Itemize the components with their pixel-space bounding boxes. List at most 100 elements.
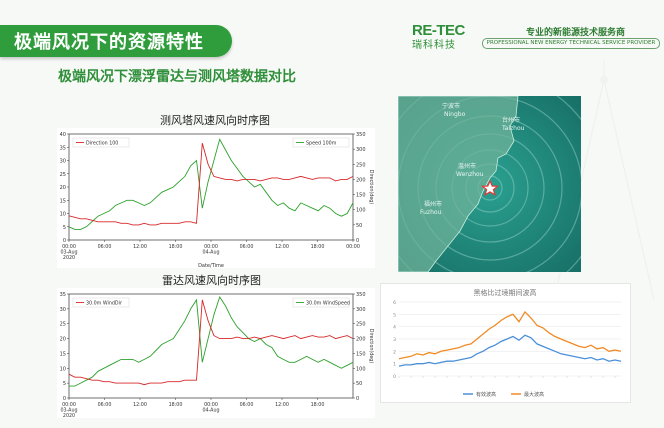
x-tick-label: 12:00: [133, 402, 147, 408]
y-tick-label: 25: [60, 172, 66, 178]
company-logo: RE-TEC 瑞科科技: [412, 22, 486, 51]
y2-tick-label: 150: [356, 351, 366, 357]
y-tick-label: 40: [60, 132, 66, 138]
x-tick-label: 06:00: [240, 402, 254, 408]
x-tick-label: 00:00: [62, 244, 76, 250]
y-tick-label: 6: [393, 300, 396, 306]
chart2-area: 0 5 10 15 20 25 30 35 0 50 100 150 200 250 300 350 00:00…: [51, 288, 375, 419]
x-tick-label: 03-Aug: [60, 408, 77, 414]
chart1-svg: 0 5 10 15 20 25 30 35 40 0 50 100 150 200 250 300 350 00:…: [51, 132, 374, 269]
x-tick-label: 00:00: [62, 402, 76, 408]
legend-left-box: [72, 297, 130, 308]
x-tick-label: 18:00: [311, 244, 325, 250]
wave-series-line: [398, 310, 622, 360]
plot-frame: [68, 293, 354, 399]
tagline-cn: 专业的新能源技术服务商: [526, 28, 626, 38]
x-tick-label: 18:00: [311, 402, 325, 408]
y2-tick-label: 350: [356, 292, 366, 298]
y2-tick-label: 100: [356, 366, 366, 372]
map-label-cn: 台州市: [502, 116, 520, 124]
legend-left-box: [72, 137, 130, 148]
legend-right-box: [292, 297, 350, 308]
x-tick-label: 12:00: [133, 244, 147, 250]
y-tick-label: 0: [393, 374, 396, 380]
y-tick-label: 20: [60, 337, 66, 343]
y-tick-label: 4: [393, 325, 396, 331]
y-tick-label: 15: [60, 351, 66, 357]
y-tick-label: 15: [60, 198, 66, 204]
series-line: [69, 295, 354, 387]
y-tick-label: 0: [63, 238, 66, 244]
map-label-cn: 温州市: [458, 162, 476, 170]
y2-tick-label: 200: [356, 177, 366, 183]
map-label-cn: 宁波市: [442, 102, 460, 110]
wave-series-line: [398, 334, 622, 367]
typhoon-center-star-icon: [480, 179, 500, 197]
y-tick-label: 5: [63, 381, 66, 387]
map-svg: 宁波市 Ningbo 台州市 Taizhou 温州市 Wenzhou 福州市 F…: [398, 96, 581, 272]
legend-right-box: [292, 137, 350, 148]
x-axis-label: Date/Time: [198, 263, 224, 268]
wave-legend-label: 最大波高: [524, 391, 544, 398]
x-tick-label: 00:00: [204, 402, 218, 408]
y2-tick-label: 50: [356, 223, 362, 229]
y2-tick-label: 250: [356, 162, 366, 168]
y-tick-label: 10: [60, 366, 66, 372]
map-label-en: Wenzhou: [456, 171, 484, 178]
y-tick-label: 30: [60, 159, 66, 165]
typhoon-map: 宁波市 Ningbo 台州市 Taizhou 温州市 Wenzhou 福州市 F…: [398, 96, 581, 272]
y2-tick-label: 0: [356, 396, 359, 402]
series-line: [68, 142, 354, 226]
y-tick-label: 2: [393, 349, 396, 355]
wave-chart-svg: 黑格比过境期间波高 0 1 2 3 4 5 6 有效波高 最大波高: [393, 288, 622, 398]
y-tick-label: 1: [393, 362, 396, 368]
x-tick-label: 12:00: [275, 244, 289, 250]
legend-left-label: 30.0m WindDir: [86, 301, 122, 307]
plot-frame: [68, 133, 354, 241]
x-tick-label: 00:00: [346, 244, 360, 250]
x-tick-label: 06:00: [240, 244, 254, 250]
wave-chart-title: 黑格比过境期间波高: [474, 288, 537, 297]
y2-tick-label: 300: [356, 307, 366, 313]
chart1-area: 0 5 10 15 20 25 30 35 40 0 50 100 150 200 250 300 350 00:…: [51, 128, 375, 269]
x-tick-label: 06:00: [98, 244, 112, 250]
y-tick-label: 35: [60, 145, 66, 151]
tagline-en: PROFESSIONAL NEW ENERGY TECHNICAL SERVIC…: [482, 38, 660, 49]
chart2-svg: 0510152025303505010015020025030035000:00…: [51, 292, 374, 419]
y2-tick-label: 0: [356, 238, 359, 244]
x-tick-label: 03-Aug: [60, 250, 77, 256]
legend-right-label: Speed 100m: [306, 141, 337, 147]
y-tick-label: 20: [60, 185, 66, 191]
map-label-cn: 福州市: [424, 200, 442, 208]
legend-left-label: Direction 100: [86, 141, 118, 147]
y2-axis-label: Direction(deg): [368, 170, 374, 205]
y2-tick-label: 200: [356, 337, 366, 343]
series-line: [68, 299, 354, 386]
y-tick-label: 30: [60, 307, 66, 313]
header-title-bar: 极端风况下的资源特性: [0, 25, 232, 57]
map-labels: 宁波市 Ningbo 台州市 Taizhou 温州市 Wenzhou 福州市 F…: [420, 102, 525, 216]
x-tick-label: 04-Aug: [202, 408, 219, 414]
map-label-en: Fuzhou: [420, 209, 442, 216]
y2-tick-label: 250: [356, 322, 366, 328]
logo-mark: RE-TEC: [412, 22, 465, 39]
x-tick-label: 12:00: [275, 402, 289, 408]
y2-tick-label: 300: [356, 147, 366, 153]
logo-sub: 瑞科科技: [412, 40, 456, 51]
wave-legend-label: 有效波高: [476, 391, 496, 398]
chart1-title: 测风塔风速风向时序图: [160, 114, 270, 127]
y-tick-label: 25: [60, 322, 66, 328]
x-tick-label: 2020: [63, 413, 75, 418]
legend-right-label: 30.0m WindSpeed: [306, 301, 350, 307]
x-tick-label: 00:00: [204, 244, 218, 250]
y2-axis-label: Direction(deg): [368, 329, 374, 364]
coastline-land: [398, 96, 519, 272]
y2-tick-label: 150: [356, 193, 366, 199]
wave-height-chart: 黑格比过境期间波高 0 1 2 3 4 5 6 有效波高 最大波高: [380, 283, 631, 403]
y-tick-label: 0: [63, 396, 66, 402]
y-tick-label: 5: [63, 225, 66, 231]
map-label-en: Taizhou: [501, 125, 525, 132]
section-subtitle: 极端风况下漂浮雷达与测风塔数据对比: [58, 69, 296, 85]
y2-tick-label: 100: [356, 208, 366, 214]
